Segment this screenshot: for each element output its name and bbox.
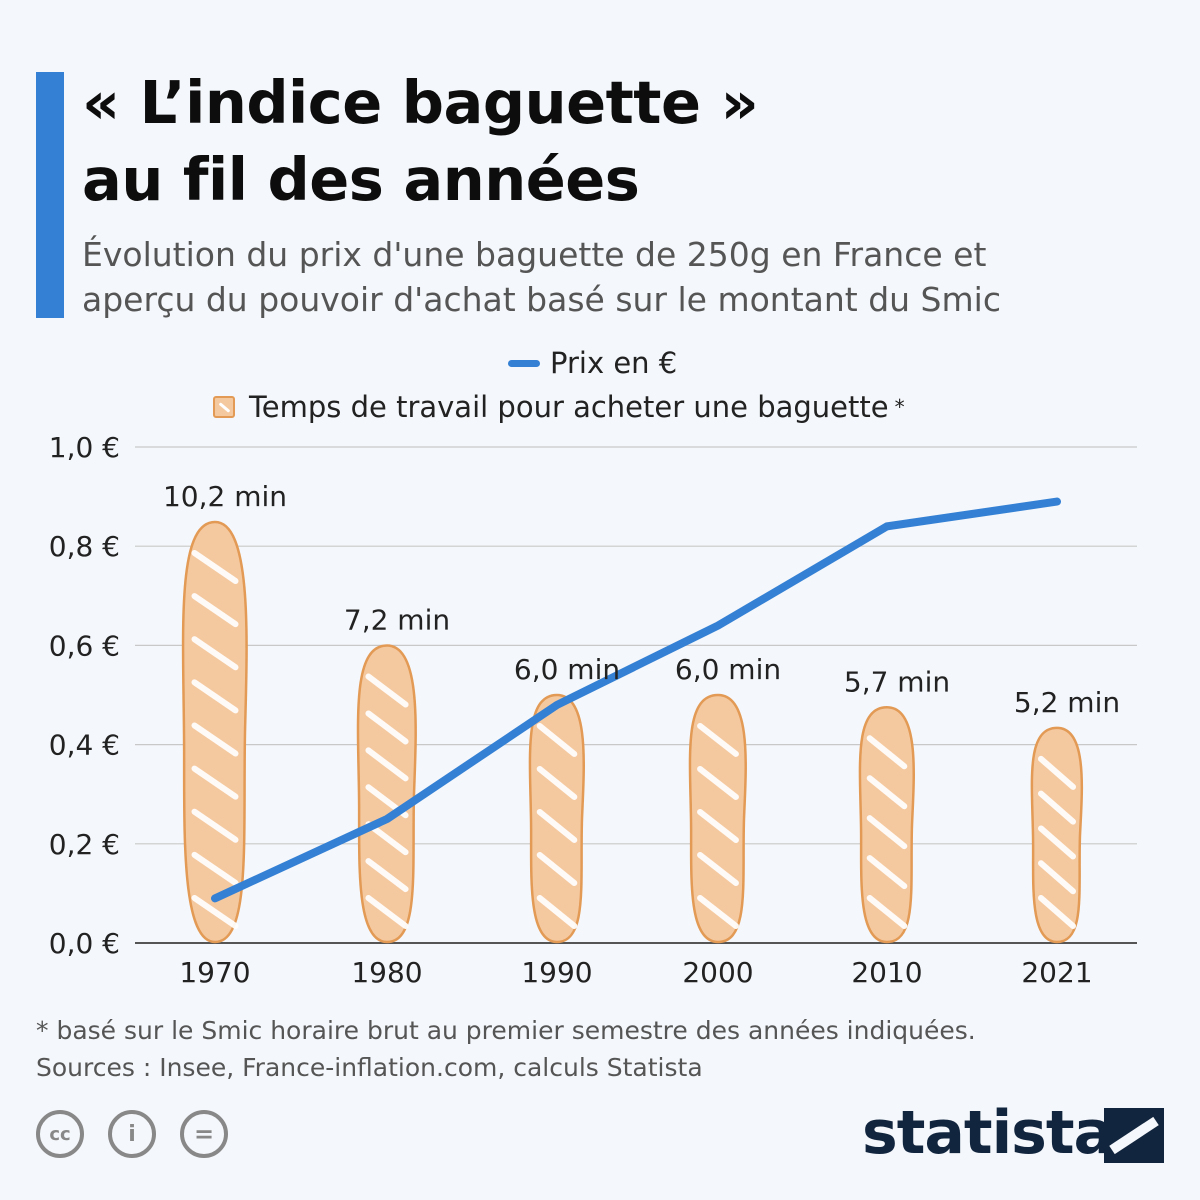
baguette-score-mark — [191, 636, 239, 671]
baguette — [528, 693, 585, 944]
y-axis-ticks: 0,0 € 0,2 € 0,4 € 0,6 € 0,8 € 1,0 € — [49, 431, 120, 960]
source-note: Sources : Insee, France-inflation.com, c… — [36, 1053, 703, 1082]
baguette-score-mark — [697, 895, 739, 929]
legend-line-swatch — [508, 359, 540, 367]
title-line-2: au fil des années — [82, 145, 640, 214]
baguette-score-mark — [191, 593, 239, 628]
work-time-label: 10,2 min — [163, 480, 287, 513]
baguette-score-mark — [697, 808, 739, 843]
baguette-score-mark — [1038, 790, 1076, 825]
baguette-score-mark — [1038, 825, 1076, 860]
baguette-body — [858, 706, 915, 944]
baguette-score-mark — [536, 851, 578, 886]
y-tick-label: 0,6 € — [49, 629, 120, 662]
statista-logo-mark — [1104, 1108, 1164, 1163]
baguette — [181, 520, 248, 944]
baguette-score-mark — [697, 765, 739, 800]
baguette-score-mark — [191, 765, 239, 800]
work-time-label: 6,0 min — [675, 653, 781, 686]
baguette-score-mark — [866, 815, 908, 850]
chart-plot: 0,0 € 0,2 € 0,4 € 0,6 € 0,8 € 1,0 € 10,2 min 7… — [49, 431, 1137, 989]
y-tick-label: 0,4 € — [49, 729, 120, 762]
legend-label-price: Prix en € — [550, 346, 678, 380]
baguette-score-mark — [697, 851, 739, 886]
baguette-score-mark — [365, 895, 409, 929]
legend-item-work-time: Temps de travail pour acheter une baguet… — [213, 390, 905, 424]
baguette — [356, 644, 417, 944]
baguette-score-mark — [536, 765, 578, 800]
y-tick-label: 0,2 € — [49, 828, 120, 861]
baguette-score-mark — [1038, 895, 1076, 929]
no-derivatives-icon[interactable]: = — [180, 1110, 228, 1158]
statista-logo[interactable]: statista — [862, 1098, 1114, 1168]
legend-item-price: Prix en € — [508, 346, 677, 380]
x-tick-label: 1980 — [351, 956, 422, 989]
baguette-score-mark — [191, 895, 239, 929]
subtitle-line-1: Évolution du prix d'une baguette de 250g… — [82, 235, 987, 274]
title-line-1: « L’indice baguette » — [82, 68, 759, 137]
baguette-score-mark — [365, 710, 409, 745]
baguette-body — [181, 520, 248, 944]
chart-title: « L’indice baguette » au fil des années — [82, 64, 759, 218]
work-time-label: 7,2 min — [344, 604, 450, 637]
baguette-score-mark — [191, 808, 239, 843]
x-axis-ticks: 1970 1980 1990 2000 2010 2021 — [179, 956, 1092, 989]
work-time-label: 5,2 min — [1014, 686, 1120, 719]
baguette-score-mark — [866, 735, 908, 770]
attribution-icon[interactable]: i — [108, 1110, 156, 1158]
baguette-score-mark — [365, 858, 409, 893]
chart-subtitle: Évolution du prix d'une baguette de 250g… — [82, 232, 1182, 322]
cc-icon[interactable]: cc — [36, 1110, 84, 1158]
statista-mark-icon — [1109, 1116, 1159, 1155]
grid-layer — [135, 446, 1137, 944]
baguette — [1030, 726, 1084, 944]
baguette-body — [528, 693, 585, 944]
baguette-score-mark — [191, 851, 239, 886]
baguette — [858, 706, 915, 944]
price-line — [211, 497, 1061, 903]
work-time-label: 5,7 min — [844, 665, 950, 698]
baguette-score-mark — [536, 808, 578, 843]
legend-note-marker: * — [894, 395, 905, 419]
baguette-score-mark — [191, 679, 239, 714]
baguette-score-mark — [536, 722, 578, 757]
baguette-score-mark — [866, 775, 908, 810]
baguette-score-mark — [1038, 860, 1076, 895]
x-tick-label: 1990 — [521, 956, 592, 989]
baguette-layer — [181, 520, 1084, 944]
baguette-body — [688, 693, 747, 944]
accent-bar — [36, 72, 64, 318]
baguette-score-mark — [697, 722, 739, 757]
footnote: * basé sur le Smic horaire brut au premi… — [36, 1016, 976, 1045]
y-tick-label: 0,8 € — [49, 530, 120, 563]
baguette-score-mark — [1038, 755, 1076, 790]
x-tick-label: 2021 — [1021, 956, 1092, 989]
y-tick-label: 1,0 € — [49, 431, 120, 464]
x-tick-label: 2000 — [682, 956, 753, 989]
baguette-score-mark — [365, 747, 409, 782]
work-time-label: 6,0 min — [514, 653, 620, 686]
baguette-score-mark — [866, 855, 908, 890]
baguette-score-mark — [365, 673, 409, 708]
subtitle-line-2: aperçu du pouvoir d'achat basé sur le mo… — [82, 280, 1001, 319]
baguette-score-mark — [191, 722, 239, 757]
data-label-layer: 10,2 min 7,2 min 6,0 min 6,0 min 5,7 min 5,2 … — [163, 480, 1120, 719]
baguette-icon — [213, 396, 235, 418]
legend-label-work-time: Temps de travail pour acheter une baguet… — [249, 390, 889, 424]
y-tick-label: 0,0 € — [49, 927, 120, 960]
baguette — [688, 693, 747, 944]
x-tick-label: 1970 — [179, 956, 250, 989]
baguette-score-mark — [866, 895, 908, 929]
baguette-score-mark — [191, 550, 239, 584]
baguette-score-mark — [536, 895, 578, 929]
price-line-layer — [211, 497, 1061, 903]
x-tick-label: 2010 — [851, 956, 922, 989]
